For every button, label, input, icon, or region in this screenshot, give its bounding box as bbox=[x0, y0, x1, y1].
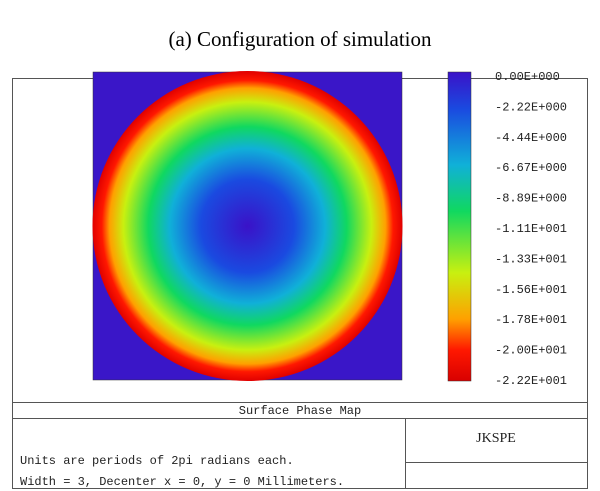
plot-name: Surface Phase Map bbox=[239, 404, 361, 418]
colorbar-label: -4.44E+000 bbox=[495, 131, 567, 145]
colorbar-label: -1.11E+001 bbox=[495, 222, 567, 236]
colorbar bbox=[447, 71, 472, 382]
colorbar-label: 0.00E+000 bbox=[495, 70, 560, 84]
figure-title: (a) Configuration of simulation bbox=[168, 27, 432, 51]
colorbar-label: -1.78E+001 bbox=[495, 313, 567, 327]
colorbar-label: -6.67E+000 bbox=[495, 161, 567, 175]
label: JKSPE bbox=[476, 431, 516, 446]
phase-map bbox=[92, 71, 403, 381]
colorbar-label: -8.89E+000 bbox=[495, 192, 567, 206]
units-note: Units are periods of 2pi radians each. bbox=[20, 454, 294, 468]
colorbar-label: -2.22E+001 bbox=[495, 374, 567, 388]
details-note: Width = 3, Decenter x = 0, y = 0 Millime… bbox=[20, 475, 344, 489]
colorbar-label: -2.22E+000 bbox=[495, 100, 567, 114]
colorbar-label: -2.00E+001 bbox=[495, 344, 567, 358]
colorbar-label: -1.56E+001 bbox=[495, 283, 567, 297]
colorbar-label: -1.33E+001 bbox=[495, 252, 567, 266]
